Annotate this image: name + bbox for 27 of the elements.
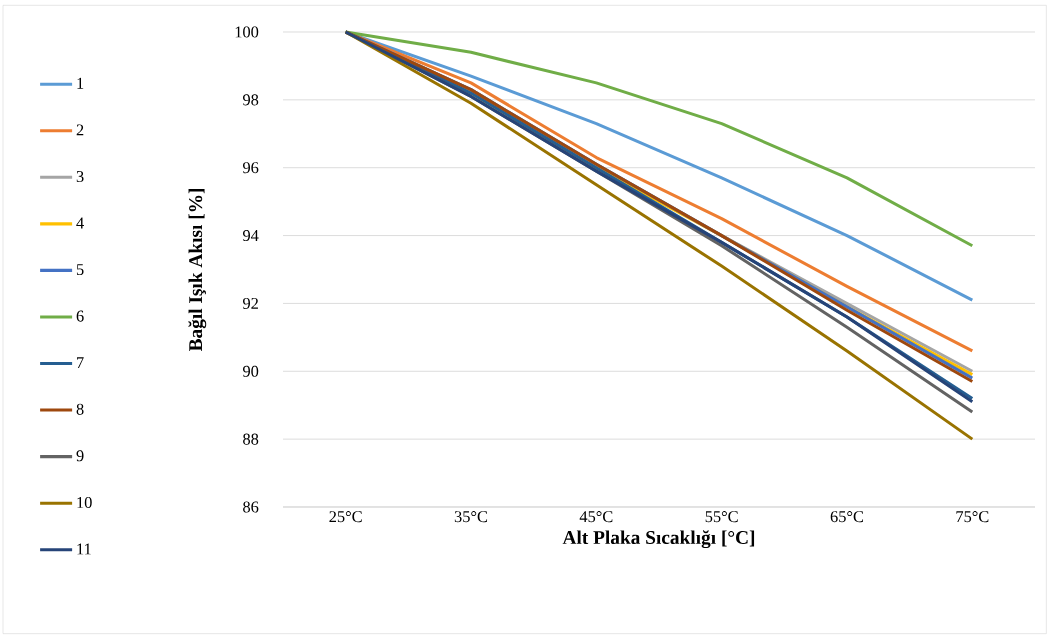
legend-label: 10 [77,496,92,508]
x-axis-title: Alt Plaka Sıcaklığı [°C] [562,530,755,549]
legend-label: 9 [76,450,84,462]
legend-label: 8 [76,403,84,415]
x-tick-label: 45°C [579,511,613,523]
legend-label: 7 [77,357,84,368]
legend-label: 4 [76,217,84,229]
y-tick-label: 92 [242,297,258,309]
y-tick-label: 96 [242,162,259,174]
y-tick-label: 98 [242,94,259,106]
x-tick-label: 75°C [956,511,989,523]
legend-label: 5 [76,264,84,276]
y-axis-title: Bağıl Işık Akısı [%] [188,189,207,352]
legend-label: 11 [77,543,91,555]
legend-label: 3 [76,171,84,183]
x-tick-label: 65°C [830,511,864,523]
legend-label: 6 [76,310,84,322]
y-tick-label: 94 [242,230,259,242]
y-tick-label: 90 [242,365,259,377]
y-tick-label: 100 [235,26,259,38]
x-tick-label: 35°C [454,511,488,523]
y-tick-label: 86 [243,501,259,513]
x-tick-label: 55°C [705,511,738,523]
legend-label: 2 [76,124,84,136]
y-tick-label: 88 [243,433,259,445]
x-tick-label: 25°C [329,511,362,523]
legend-label: 1 [77,77,84,89]
